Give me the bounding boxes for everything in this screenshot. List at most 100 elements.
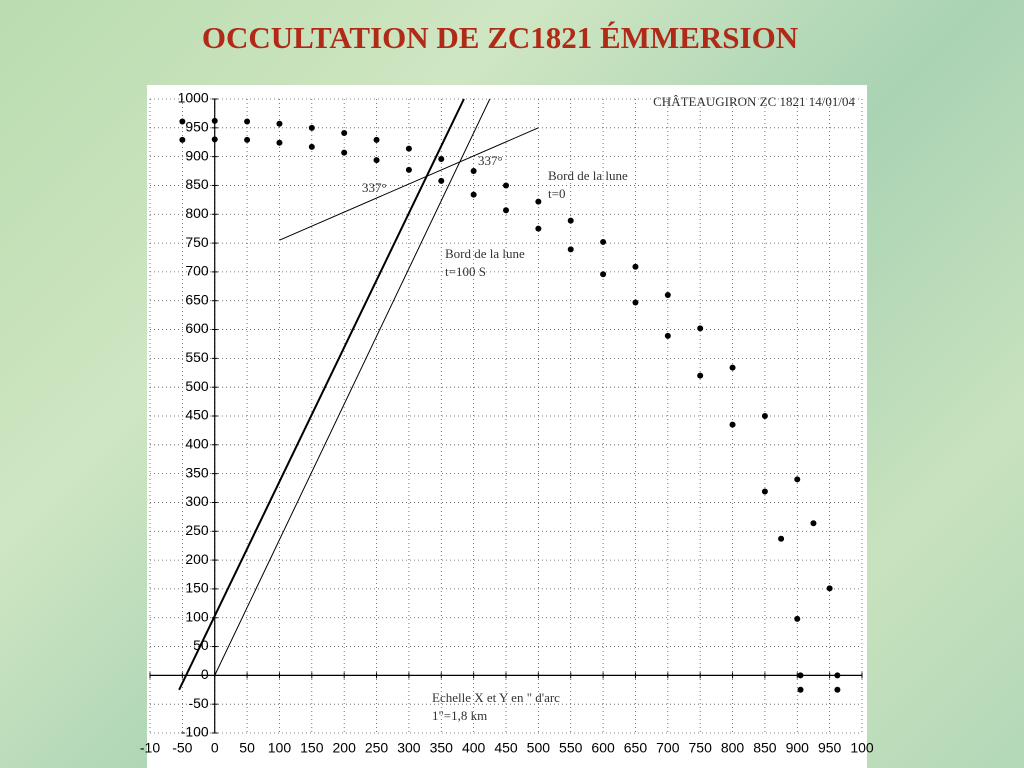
data-dot bbox=[632, 299, 639, 306]
data-dot bbox=[244, 118, 251, 125]
x-tick-label: 250 bbox=[365, 740, 389, 756]
data-dot bbox=[697, 372, 704, 379]
annotation: Echelle X et Y en " d'arc bbox=[432, 690, 560, 705]
data-dot bbox=[373, 157, 380, 164]
data-dot bbox=[535, 225, 542, 232]
x-tick-label: 150 bbox=[300, 740, 324, 756]
y-tick-label: 900 bbox=[185, 147, 209, 163]
annotation: Bord de la lune bbox=[445, 246, 525, 261]
data-dot bbox=[503, 207, 509, 214]
data-dot bbox=[697, 325, 704, 332]
data-dot bbox=[834, 686, 841, 693]
y-tick-label: 550 bbox=[185, 349, 209, 365]
data-dot bbox=[276, 139, 283, 146]
y-tick-label: 350 bbox=[185, 464, 209, 480]
x-tick-label: -50 bbox=[172, 740, 192, 756]
y-tick-label: -100 bbox=[181, 724, 209, 740]
x-tick-label: 350 bbox=[430, 740, 454, 756]
y-tick-label: 450 bbox=[185, 407, 209, 423]
data-dot bbox=[632, 263, 639, 270]
data-dot bbox=[834, 672, 841, 679]
data-dot bbox=[438, 155, 445, 162]
y-tick-label: 800 bbox=[185, 205, 209, 221]
data-dot bbox=[797, 686, 804, 693]
annotation: 1"=1,8 km bbox=[432, 708, 487, 723]
y-tick-label: 750 bbox=[185, 234, 209, 250]
annotation: t=0 bbox=[548, 186, 565, 201]
x-tick-label: 500 bbox=[527, 740, 551, 756]
x-tick-label: 300 bbox=[397, 740, 421, 756]
y-tick-label: 950 bbox=[185, 119, 209, 135]
slide-title: OCCULTATION DE ZC1821 ÉMMERSION bbox=[202, 20, 798, 55]
x-tick-label: 850 bbox=[753, 740, 777, 756]
y-tick-label: 200 bbox=[185, 551, 209, 567]
y-tick-label: 600 bbox=[185, 320, 209, 336]
data-dot bbox=[600, 271, 607, 278]
data-dot bbox=[470, 168, 477, 175]
y-tick-label: 150 bbox=[185, 580, 209, 596]
x-tick-label: 450 bbox=[494, 740, 518, 756]
chart-panel bbox=[147, 85, 867, 768]
trajectory-line bbox=[178, 98, 465, 691]
x-tick-label: 800 bbox=[721, 740, 745, 756]
annotation: 337° bbox=[478, 153, 503, 168]
data-dot bbox=[729, 364, 736, 371]
data-dot bbox=[535, 198, 542, 205]
annotation: t=100 S bbox=[445, 264, 486, 279]
x-tick-label: 0 bbox=[211, 740, 219, 756]
data-dot bbox=[797, 672, 804, 679]
data-dot bbox=[470, 191, 477, 198]
data-dot bbox=[438, 177, 445, 184]
y-tick-label: 700 bbox=[185, 263, 209, 279]
data-dot bbox=[729, 421, 736, 428]
data-dot bbox=[567, 246, 574, 253]
y-tick-label: 500 bbox=[185, 378, 209, 394]
x-tick-label: 600 bbox=[591, 740, 615, 756]
y-tick-label: 100 bbox=[185, 608, 209, 624]
x-tick-label: 50 bbox=[239, 740, 255, 756]
data-dot bbox=[664, 291, 671, 298]
x-tick-label: 650 bbox=[624, 740, 648, 756]
y-tick-label: 400 bbox=[185, 436, 209, 452]
data-dot bbox=[826, 585, 833, 592]
data-dot bbox=[567, 217, 574, 224]
y-tick-label: 850 bbox=[185, 176, 209, 192]
trajectory-line bbox=[214, 98, 491, 676]
data-dot bbox=[179, 136, 186, 143]
data-dot bbox=[778, 535, 785, 542]
data-dot bbox=[761, 488, 768, 495]
y-tick-label: 0 bbox=[201, 666, 209, 682]
data-dot bbox=[761, 413, 768, 419]
data-dot bbox=[308, 124, 315, 131]
data-dot bbox=[794, 476, 801, 483]
data-dot bbox=[179, 118, 186, 125]
x-tick-label: 100 bbox=[850, 740, 874, 756]
data-dot bbox=[405, 145, 412, 152]
trajectory-line bbox=[279, 127, 539, 241]
x-tick-label: 200 bbox=[333, 740, 357, 756]
y-tick-label: -50 bbox=[188, 695, 208, 711]
data-dot bbox=[373, 136, 380, 143]
y-tick-label: 300 bbox=[185, 493, 209, 509]
data-dot bbox=[405, 166, 412, 173]
x-tick-label: 550 bbox=[559, 740, 583, 756]
data-dot bbox=[276, 120, 283, 127]
data-dot bbox=[341, 130, 348, 137]
data-dot bbox=[244, 136, 251, 143]
data-dot bbox=[664, 332, 671, 339]
x-tick-label: 400 bbox=[462, 740, 486, 756]
x-tick-label: 700 bbox=[656, 740, 680, 756]
x-tick-label: 100 bbox=[268, 740, 292, 756]
data-dot bbox=[341, 149, 348, 156]
y-tick-label: 650 bbox=[185, 291, 209, 307]
x-tick-label: -10 bbox=[140, 740, 160, 756]
annotation: 337° bbox=[362, 180, 387, 195]
data-dot bbox=[211, 117, 218, 124]
data-dot bbox=[308, 143, 315, 150]
y-tick-label: 1000 bbox=[178, 90, 209, 106]
x-tick-label: 900 bbox=[786, 740, 810, 756]
data-dot bbox=[810, 520, 817, 527]
data-dot bbox=[794, 615, 801, 622]
data-dot bbox=[600, 238, 607, 245]
